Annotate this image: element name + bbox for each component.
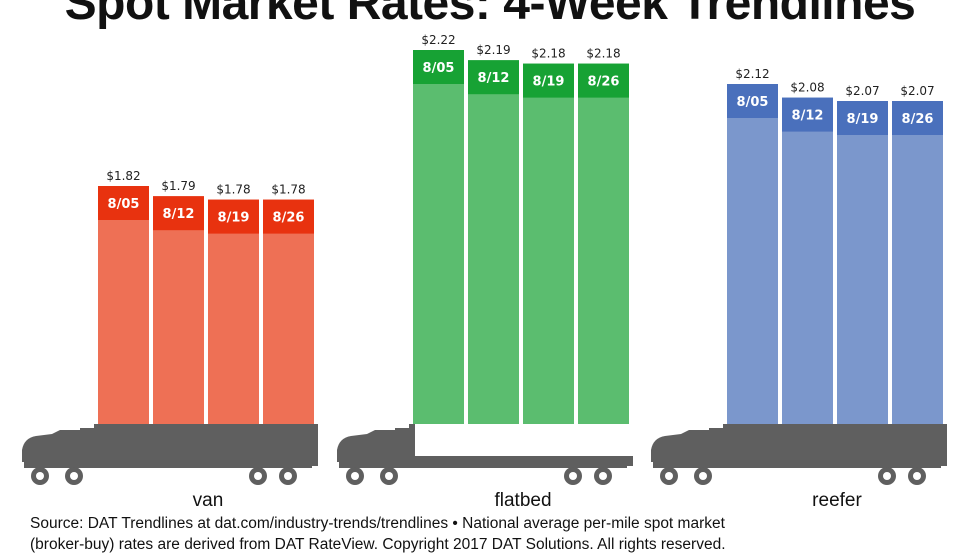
value-label: $2.18 xyxy=(531,47,565,61)
value-label: $2.08 xyxy=(790,81,824,95)
value-label: $2.07 xyxy=(845,84,879,98)
date-label: 8/12 xyxy=(792,109,824,124)
date-label: 8/05 xyxy=(737,95,769,110)
truck-chassis xyxy=(24,458,312,468)
truck-sleeper xyxy=(395,428,409,466)
date-label: 8/19 xyxy=(533,75,565,90)
value-label: $1.78 xyxy=(216,183,250,197)
truck-wheel-hub xyxy=(36,472,44,480)
bar-header-reefer-1 xyxy=(782,97,833,132)
bar-van-2 xyxy=(208,199,259,424)
truck-chassis xyxy=(339,458,627,468)
date-label: 8/05 xyxy=(108,197,140,212)
source-line-2: (broker-buy) rates are derived from DAT … xyxy=(30,536,726,553)
truck-cab xyxy=(651,430,717,462)
truck-chassis xyxy=(653,458,941,468)
group-flatbed: 8/05 $2.22 8/12 $2.19 8/19 $2.18 8/26 $2.18 flat… xyxy=(337,33,633,511)
bar-reefer-1 xyxy=(782,97,833,424)
bar-header-flatbed-1 xyxy=(468,60,519,95)
group-van: 8/05 $1.82 8/12 $1.79 8/19 $1.78 8/26 $1.78 van xyxy=(22,169,318,511)
truck-wheel-hub xyxy=(569,472,577,480)
truck-wheel-hub xyxy=(284,472,292,480)
truck-wheel-hub xyxy=(70,472,78,480)
group-label: flatbed xyxy=(494,490,551,511)
bar-flatbed-2 xyxy=(523,63,574,424)
value-label: $2.18 xyxy=(586,47,620,61)
truck-wheel-hub xyxy=(385,472,393,480)
value-label: $2.07 xyxy=(900,84,934,98)
bar-header-van-1 xyxy=(153,196,204,231)
truck-wheel-hub xyxy=(883,472,891,480)
bar-reefer-2 xyxy=(837,101,888,424)
date-label: 8/26 xyxy=(588,75,620,90)
bar-header-flatbed-3 xyxy=(578,63,629,98)
date-label: 8/26 xyxy=(902,112,934,127)
truck-cab xyxy=(337,430,403,462)
bar-flatbed-1 xyxy=(468,60,519,424)
bar-reefer-0 xyxy=(727,84,778,424)
bar-van-1 xyxy=(153,196,204,424)
bar-van-3 xyxy=(263,199,314,424)
bar-header-van-2 xyxy=(208,199,259,234)
date-label: 8/12 xyxy=(163,207,195,222)
date-label: 8/26 xyxy=(273,211,305,226)
truck-wheel-hub xyxy=(699,472,707,480)
truck-wheel-hub xyxy=(351,472,359,480)
value-label: $1.79 xyxy=(161,179,195,193)
truck-wheel-hub xyxy=(913,472,921,480)
date-label: 8/05 xyxy=(423,61,455,76)
truck-wheel-hub xyxy=(665,472,673,480)
bar-reefer-3 xyxy=(892,101,943,424)
truck-wheel-hub xyxy=(599,472,607,480)
value-label: $2.19 xyxy=(476,43,510,57)
bar-header-reefer-3 xyxy=(892,101,943,135)
date-label: 8/19 xyxy=(847,112,879,127)
value-label: $2.22 xyxy=(421,33,455,47)
bar-header-flatbed-0 xyxy=(413,50,464,84)
truck-reefer xyxy=(651,424,947,485)
bar-header-reefer-2 xyxy=(837,101,888,135)
date-label: 8/12 xyxy=(478,71,510,86)
value-label: $1.82 xyxy=(106,169,140,183)
bar-header-van-0 xyxy=(98,186,149,220)
group-label: van xyxy=(193,490,224,511)
truck-sleeper xyxy=(80,428,94,466)
group-label: reefer xyxy=(812,490,862,511)
chart-title: Spot Market Rates: 4-Week Trendlines xyxy=(64,0,916,30)
bar-flatbed-3 xyxy=(578,63,629,424)
group-reefer: 8/05 $2.12 8/12 $2.08 8/19 $2.07 8/26 $2.07 reef… xyxy=(651,67,947,511)
source-note: Source: DAT Trendlines at dat.com/indust… xyxy=(30,513,960,555)
date-label: 8/19 xyxy=(218,211,250,226)
truck-flatbed xyxy=(337,424,633,485)
bar-header-van-3 xyxy=(263,199,314,234)
truck-wheel-hub xyxy=(254,472,262,480)
value-label: $2.12 xyxy=(735,67,769,81)
truck-cab xyxy=(22,430,88,462)
trailer-headboard xyxy=(409,424,415,458)
bar-flatbed-0 xyxy=(413,50,464,424)
value-label: $1.78 xyxy=(271,183,305,197)
bar-van-0 xyxy=(98,186,149,424)
truck-sleeper xyxy=(709,428,723,466)
source-line-1: Source: DAT Trendlines at dat.com/indust… xyxy=(30,515,725,532)
truck-van xyxy=(22,424,318,485)
bar-header-flatbed-2 xyxy=(523,63,574,98)
bar-header-reefer-0 xyxy=(727,84,778,118)
